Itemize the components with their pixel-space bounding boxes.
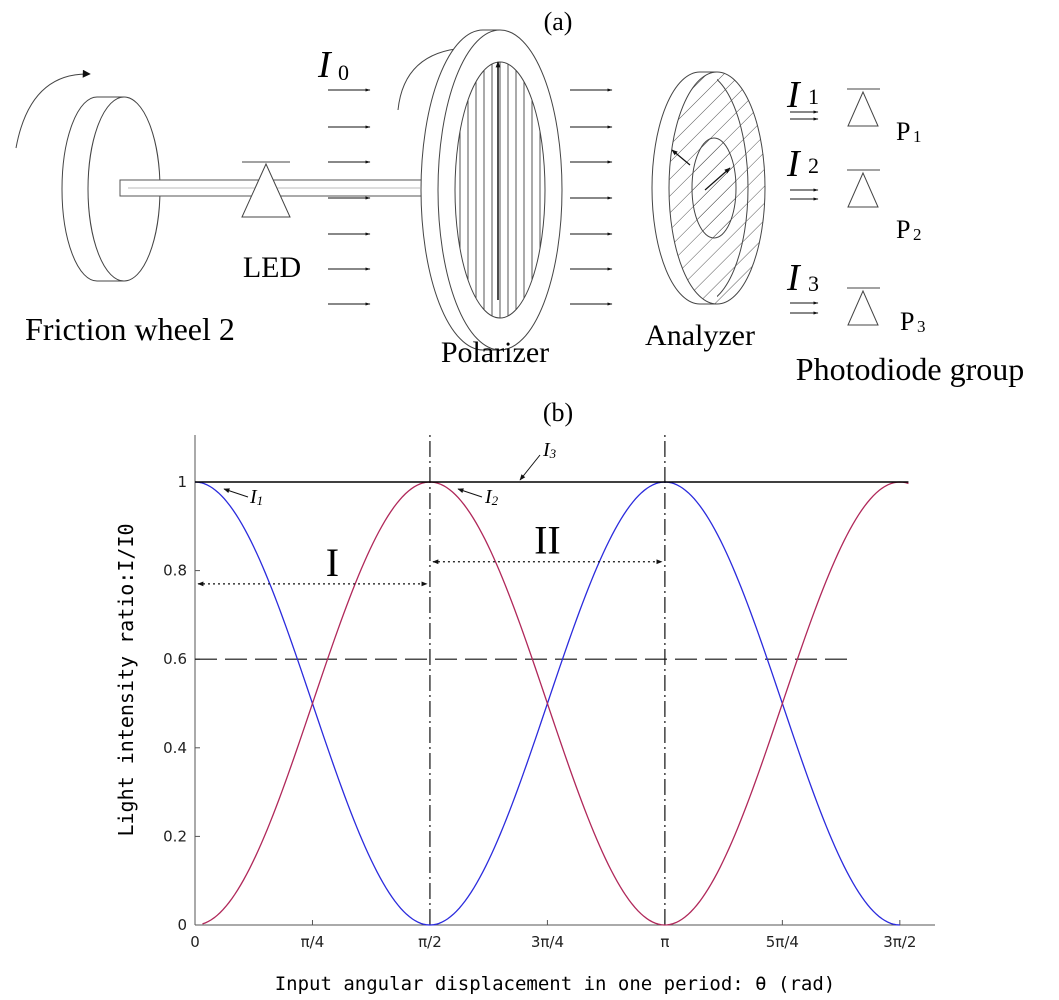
curve-labels: I1 I2 I3	[223, 439, 557, 508]
panel-b-label: (b)	[543, 398, 573, 427]
analyzer-axis-arrow-2	[704, 167, 731, 191]
polarizer: Polarizer	[397, 29, 563, 369]
x-tick-label: 3π/4	[531, 933, 564, 951]
svg-text:2: 2	[913, 225, 922, 244]
x-tick-label: 3π/2	[883, 933, 916, 951]
svg-text:3: 3	[917, 317, 926, 336]
x-tick-label: 0	[190, 933, 200, 951]
x-axis-label: Input angular displacement in one period…	[275, 973, 836, 995]
transmitted-arrows	[570, 88, 613, 306]
i1-label: I 1	[786, 74, 819, 116]
rotation-arrow-wheel	[15, 69, 91, 149]
i0-label: I 0	[317, 44, 349, 86]
x-tick-label: π/4	[301, 933, 325, 951]
led-label: LED	[243, 251, 301, 284]
photodiode-group-label: Photodiode group	[796, 351, 1024, 387]
i1-pointer	[223, 488, 249, 498]
analyzer-axis-arrow-1	[671, 149, 691, 166]
y-tick-label: 0	[177, 916, 187, 934]
i2-pointer	[457, 488, 483, 498]
svg-text:0: 0	[338, 60, 349, 85]
panel-b: (b) 0 π/4 π/2 3π/4 π 5π/4 3π/2 00.20.40.60.81 …	[114, 398, 935, 995]
svg-text:I: I	[317, 44, 333, 86]
y-tick-label: 1	[177, 473, 187, 491]
svg-text:I: I	[786, 143, 802, 185]
y-axis-label: Light intensity ratio:I/I0	[114, 523, 138, 836]
photodiode-p3: P 3	[847, 287, 926, 336]
svg-text:P: P	[896, 117, 910, 146]
y-tick-label: 0.6	[163, 650, 187, 668]
i3-pointer	[519, 454, 541, 481]
y-tick-label: 0.8	[163, 562, 187, 580]
region-annotations: I II	[197, 518, 663, 587]
photodiode-p2: P 2	[847, 169, 922, 244]
region-label: I	[326, 540, 339, 585]
x-tick-label: π/2	[418, 933, 442, 951]
chart: 0 π/4 π/2 3π/4 π 5π/4 3π/2 00.20.40.60.81 I II …	[114, 435, 935, 995]
friction-wheel	[15, 69, 161, 282]
series	[194, 481, 909, 926]
svg-text:2: 2	[808, 153, 819, 178]
svg-text:I: I	[786, 74, 802, 116]
i2-label: I 2	[786, 143, 819, 185]
analyzer: Analyzer	[645, 71, 766, 352]
x-tick-label: π	[660, 933, 669, 951]
svg-text:P: P	[896, 215, 910, 244]
svg-text:I: I	[786, 257, 802, 299]
svg-text:P: P	[900, 307, 914, 336]
incident-arrows	[328, 88, 371, 306]
curve-label-i1: I1	[249, 486, 263, 508]
reference-lines	[195, 435, 854, 925]
i3-label: I 3	[786, 257, 819, 299]
panel-a: (a) LED I 0	[15, 7, 1024, 387]
curve-label-i2: I2	[484, 486, 499, 508]
y-tick-label: 0.2	[163, 827, 187, 845]
series-i2	[202, 481, 909, 926]
x-tick-label: 5π/4	[766, 933, 799, 951]
led: LED	[241, 161, 301, 284]
polarizer-label: Polarizer	[441, 336, 549, 369]
region-label: II	[534, 518, 561, 563]
y-ticks: 0 0.2 0.4 0.6 0.8 1	[163, 473, 200, 934]
friction-wheel-label: Friction wheel 2	[25, 311, 235, 347]
photodiode-p1: P 1	[847, 88, 922, 146]
svg-text:3: 3	[808, 271, 819, 296]
analyzer-label: Analyzer	[645, 319, 755, 352]
svg-text:1: 1	[808, 84, 819, 109]
curve-label-i3: I3	[542, 439, 557, 461]
svg-text:1: 1	[913, 127, 922, 146]
panel-a-label: (a)	[544, 7, 573, 36]
photodiode-arrows	[790, 110, 819, 315]
y-tick-label: 0.4	[163, 739, 187, 757]
